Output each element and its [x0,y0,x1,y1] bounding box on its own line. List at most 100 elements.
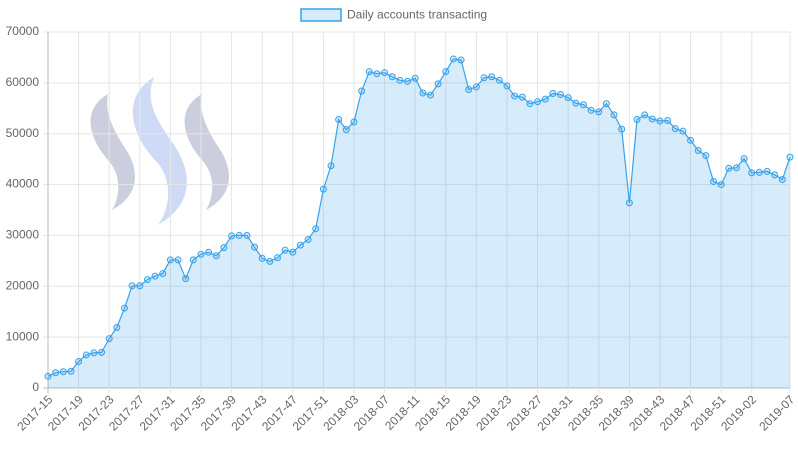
point [82,351,90,359]
point [281,246,289,254]
point [105,335,113,343]
point [143,276,151,284]
point [495,76,503,84]
y-tick-label: 50000 [6,126,40,140]
point [740,155,748,163]
point [610,111,618,119]
legend-label: Daily accounts transacting [347,8,487,22]
point [266,257,274,265]
point [251,243,259,251]
point [289,248,297,256]
point [633,115,641,123]
point [44,372,52,380]
point [587,106,595,114]
point [786,153,794,161]
point [541,95,549,103]
point [526,100,534,108]
point [648,115,656,123]
point [671,125,679,133]
point [457,56,465,64]
point [159,270,167,278]
point [602,100,610,108]
point [243,231,251,239]
point [449,55,457,63]
point [725,164,733,172]
point [579,101,587,109]
point [189,256,197,264]
logo-watermark [90,77,229,225]
y-tick-label: 40000 [6,177,40,191]
point [312,225,320,233]
y-tick-label: 10000 [6,329,40,343]
point [419,89,427,97]
point [664,116,672,124]
point [90,349,98,357]
point [518,93,526,101]
point [572,99,580,107]
point [98,348,106,356]
point [771,171,779,179]
point [595,108,603,116]
point [702,152,710,160]
point [564,94,572,102]
point [228,232,236,240]
point [258,254,266,262]
point [755,168,763,176]
point [75,358,83,366]
logo-shape [184,94,229,210]
point [465,85,473,93]
line [47,58,791,377]
point [327,162,335,170]
area [48,59,790,388]
y-tick-label: 20000 [6,278,40,292]
point [358,87,366,95]
point [694,146,702,154]
point [480,74,488,82]
point [641,111,649,119]
point [472,83,480,91]
point [59,368,67,376]
point [335,115,343,123]
point [679,127,687,135]
point [426,91,434,99]
point [748,169,756,177]
point [442,68,450,76]
point [396,76,404,84]
point [151,272,159,280]
point [732,164,740,172]
logo-shape [132,77,187,225]
point [656,117,664,125]
point [549,90,557,98]
point [304,235,312,243]
point [205,248,213,256]
point [381,69,389,77]
point [717,181,725,189]
point [273,254,281,262]
point [503,82,511,90]
point [67,367,75,375]
point [128,282,136,290]
point [763,167,771,175]
point [296,241,304,249]
point [710,178,718,186]
y-tick-label: 0 [32,380,39,394]
point [618,125,626,133]
y-tick-label: 70000 [6,24,40,38]
legend-swatch [300,8,342,22]
point [220,244,228,252]
point [404,77,412,85]
y-tick-label: 30000 [6,228,40,242]
point [212,252,220,260]
point [319,185,327,193]
point [411,74,419,82]
point [342,126,350,134]
point [235,231,243,239]
point [778,175,786,183]
y-tick-label: 60000 [6,75,40,89]
point [182,275,190,283]
point [197,250,205,258]
point [625,199,633,207]
point [113,323,121,331]
point [52,369,60,377]
